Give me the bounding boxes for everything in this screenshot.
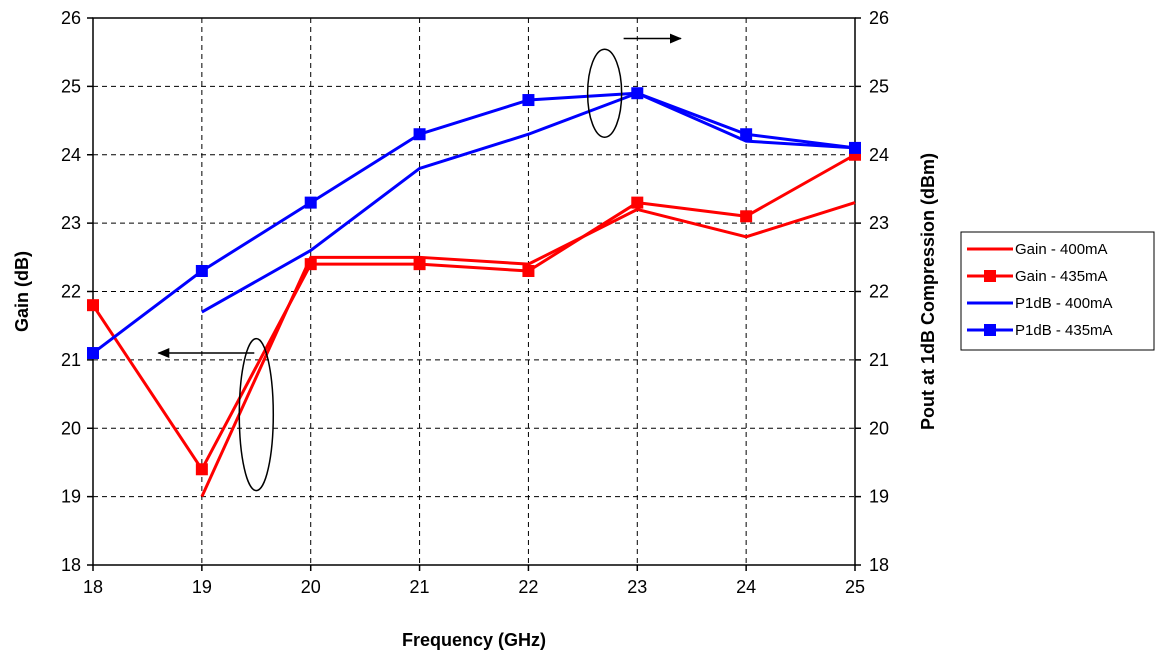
- right-tick-label: 18: [869, 555, 889, 575]
- x-tick-label: 25: [845, 577, 865, 597]
- annotation-ellipse-right: [586, 48, 623, 138]
- data-point-gain-435ma: [522, 264, 535, 277]
- right-tick-label: 21: [869, 350, 889, 370]
- right-tick-label: 19: [869, 487, 889, 507]
- x-tick-label: 21: [410, 577, 430, 597]
- grid: [93, 18, 855, 565]
- series-line-gain-435ma: [91, 153, 856, 471]
- annotation-ellipse-left: [238, 337, 275, 492]
- legend-marker-p1db-435ma: [984, 324, 996, 336]
- x-axis-title: Frequency (GHz): [402, 630, 546, 650]
- right-tick-label: 20: [869, 418, 889, 438]
- left-tick-label: 19: [61, 487, 81, 507]
- right-tick-label: 26: [869, 8, 889, 28]
- left-tick-label: 23: [61, 213, 81, 233]
- series-line-p1db-400ma: [201, 91, 856, 314]
- legend: Gain - 400mA Gain - 435mA P1dB - 400mA P1dB…: [960, 231, 1155, 351]
- data-point-gain-435ma: [740, 210, 753, 223]
- x-tick-label: 18: [83, 577, 103, 597]
- data-point-p1db-435ma: [740, 128, 753, 141]
- x-tick-label: 24: [736, 577, 756, 597]
- x-tick-label: 20: [301, 577, 321, 597]
- data-point-gain-435ma: [195, 463, 208, 476]
- data-point-p1db-435ma: [849, 141, 861, 154]
- x-tick-label: 23: [627, 577, 647, 597]
- series-line-gain-400ma: [200, 201, 856, 498]
- left-tick-label: 18: [61, 555, 81, 575]
- data-point-p1db-435ma: [522, 94, 535, 107]
- data-point-gain-435ma: [304, 258, 317, 271]
- data-point-p1db-435ma: [631, 87, 644, 100]
- right-tick-label: 23: [869, 213, 889, 233]
- x-tick-label: 19: [192, 577, 212, 597]
- left-tick-label: 20: [61, 418, 81, 438]
- left-tick-label: 25: [61, 76, 81, 96]
- data-point-p1db-435ma: [413, 128, 426, 141]
- data-point-gain-435ma: [87, 299, 99, 312]
- series-line-p1db-435ma: [92, 91, 856, 355]
- left-tick-label: 24: [61, 145, 81, 165]
- legend-label-p1db-400ma: P1dB - 400mA: [1015, 295, 1113, 312]
- legend-label-p1db-435ma: P1dB - 435mA: [1015, 322, 1113, 339]
- left-tick-label: 26: [61, 8, 81, 28]
- legend-marker-gain-435ma: [984, 270, 996, 282]
- data-point-p1db-435ma: [195, 264, 208, 277]
- data-point-gain-435ma: [631, 196, 644, 209]
- left-axis-title: Gain (dB): [12, 251, 32, 332]
- legend-label-gain-435ma: Gain - 435mA: [1015, 268, 1108, 285]
- left-tick-label: 22: [61, 282, 81, 302]
- right-axis-ticks: 18 19 20 21 22 23 24 25 26: [855, 8, 889, 575]
- legend-label-gain-400ma: Gain - 400mA: [1015, 241, 1108, 258]
- series-layer: [87, 87, 861, 498]
- data-point-p1db-435ma: [87, 347, 99, 360]
- data-point-p1db-435ma: [304, 196, 317, 209]
- left-tick-label: 21: [61, 350, 81, 370]
- right-tick-label: 22: [869, 282, 889, 302]
- x-axis-ticks: 18 19 20 21 22 23 24 25: [83, 565, 865, 597]
- left-axis-ticks: 18 19 20 21 22 23 24 25 26: [61, 8, 93, 575]
- right-axis-title: Pout at 1dB Compression (dBm): [918, 153, 938, 430]
- x-tick-label: 22: [518, 577, 538, 597]
- annotation-layer: [157, 33, 682, 492]
- data-point-gain-435ma: [413, 258, 426, 271]
- right-tick-label: 25: [869, 76, 889, 96]
- right-tick-label: 24: [869, 145, 889, 165]
